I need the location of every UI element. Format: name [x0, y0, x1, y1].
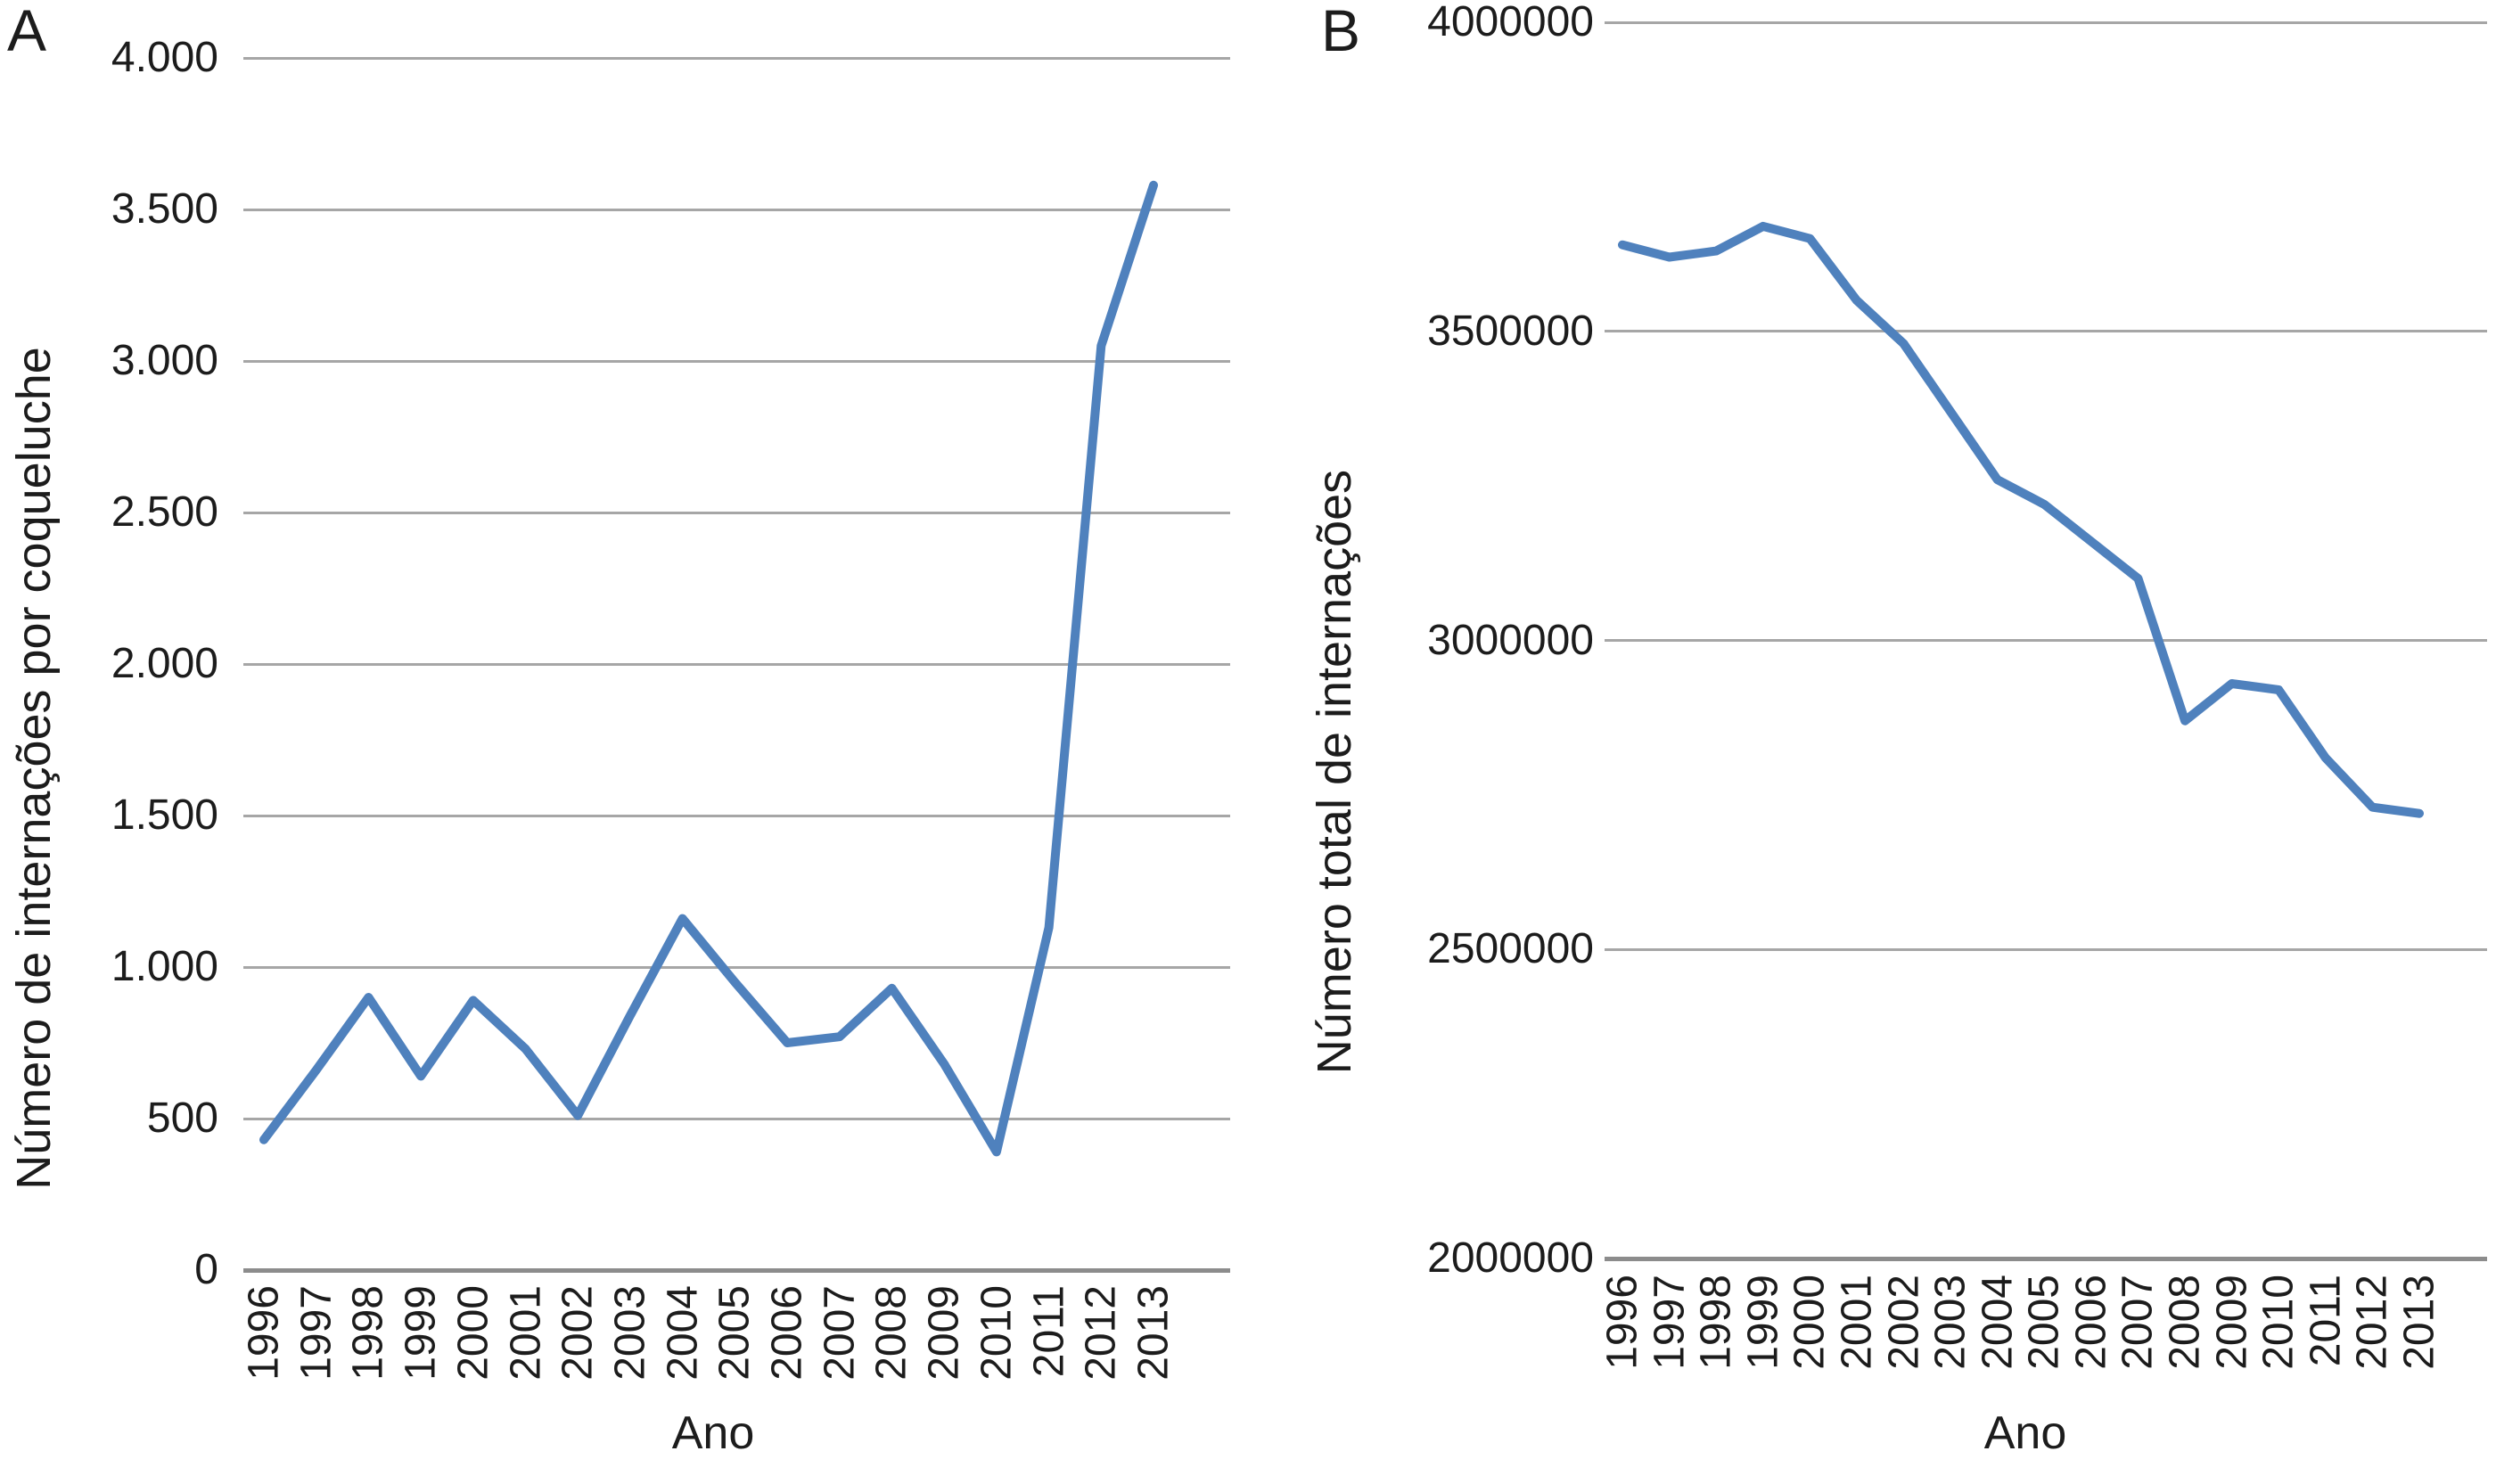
x-tick-label: 1998: [1692, 1275, 1740, 1370]
y-gridline: [243, 662, 1230, 666]
x-tick-label: 2010: [2254, 1275, 2303, 1370]
y-tick-label: 500: [146, 1095, 218, 1142]
y-tick-label: 2000000: [1427, 1234, 1594, 1282]
panel-a-letter: A: [7, 0, 47, 63]
y-tick-label: 3.500: [111, 185, 218, 233]
x-tick-label: 1996: [240, 1285, 288, 1381]
panel-b-y-axis-title: Número total de internações: [1308, 469, 1361, 1075]
y-gridline: [243, 208, 1230, 211]
x-tick-label: 2003: [606, 1285, 654, 1381]
y-tick-label: 2.500: [111, 488, 218, 536]
x-tick-label: 2012: [1077, 1285, 1125, 1381]
panel-a-x-axis-title: Ano: [671, 1407, 755, 1459]
x-tick-label: 2002: [1879, 1275, 1927, 1370]
panel-a-y-axis-title: Número de internações por coqueluche: [7, 347, 61, 1190]
data-line-series: [259, 180, 1158, 1157]
x-tick-label: 2005: [2020, 1275, 2068, 1370]
y-tick-label: 1.000: [111, 943, 218, 990]
x-tick-label: 2013: [2395, 1275, 2443, 1370]
x-tick-label: 2006: [763, 1285, 811, 1381]
x-tick-label: 2009: [920, 1285, 968, 1381]
x-tick-label: 1999: [1739, 1275, 1787, 1370]
y-gridline: [243, 965, 1230, 969]
y-tick-label: 2500000: [1427, 925, 1594, 973]
x-tick-label: 2001: [1833, 1275, 1881, 1370]
y-tick-label: 3000000: [1427, 616, 1594, 664]
x-tick-label: 2002: [554, 1285, 602, 1381]
y-tick-label: 4.000: [111, 34, 218, 81]
x-axis-baseline: [1605, 1256, 2487, 1261]
x-tick-label: 2010: [973, 1285, 1021, 1381]
y-tick-label: 4000000: [1427, 0, 1594, 45]
x-tick-label: 2003: [1926, 1275, 1975, 1370]
y-gridline: [243, 1117, 1230, 1120]
y-gridline: [1605, 947, 2487, 951]
y-gridline: [243, 814, 1230, 817]
x-tick-label: 2004: [659, 1285, 707, 1381]
x-tick-label: 2006: [2067, 1275, 2115, 1370]
y-gridline: [1605, 330, 2487, 333]
x-tick-label: 2011: [1024, 1285, 1072, 1378]
x-tick-label: 2005: [710, 1285, 759, 1381]
x-tick-label: 2000: [1786, 1275, 1834, 1370]
x-tick-label: 2012: [2348, 1275, 2396, 1370]
x-tick-label: 2009: [2208, 1275, 2256, 1370]
data-line-series: [1618, 221, 2424, 818]
y-tick-label: 0: [194, 1246, 218, 1293]
x-tick-label: 1998: [344, 1285, 392, 1381]
y-gridline: [1605, 20, 2487, 24]
x-tick-label: 2007: [816, 1285, 864, 1381]
x-tick-label: 2000: [449, 1285, 497, 1381]
x-tick-label: 1999: [397, 1285, 445, 1381]
panel-b-letter: B: [1321, 0, 1361, 63]
y-tick-label: 3.000: [111, 337, 218, 384]
x-tick-label: 2013: [1129, 1285, 1178, 1381]
y-gridline: [243, 511, 1230, 514]
x-tick-label: 2011: [2302, 1275, 2350, 1367]
y-gridline: [1605, 639, 2487, 642]
x-tick-label: 1996: [1598, 1275, 1646, 1370]
x-tick-label: 1997: [1645, 1275, 1693, 1370]
y-gridline: [243, 359, 1230, 363]
y-tick-label: 3500000: [1427, 307, 1594, 355]
y-tick-label: 2.000: [111, 640, 218, 687]
x-tick-label: 2004: [1974, 1275, 2022, 1370]
x-tick-label: 2008: [2161, 1275, 2209, 1370]
x-tick-label: 2008: [867, 1285, 915, 1381]
y-gridline: [243, 56, 1230, 60]
x-tick-label: 2001: [501, 1285, 549, 1381]
y-tick-label: 1.500: [111, 791, 218, 839]
x-tick-label: 2007: [2114, 1275, 2162, 1370]
x-tick-label: 1997: [292, 1285, 341, 1381]
x-axis-baseline: [243, 1267, 1230, 1273]
panel-b-x-axis-title: Ano: [1983, 1407, 2067, 1459]
